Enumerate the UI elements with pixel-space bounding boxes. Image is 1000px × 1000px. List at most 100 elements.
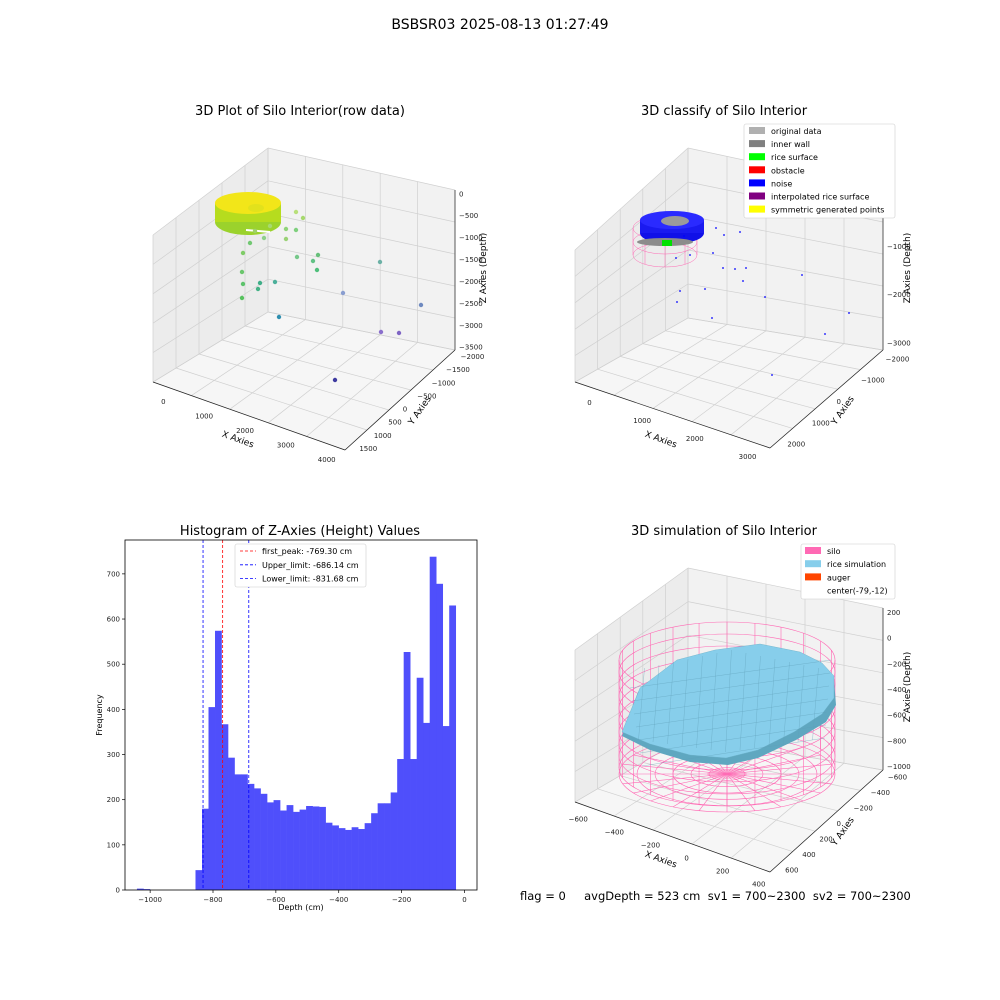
data-point bbox=[293, 227, 299, 233]
data-point bbox=[239, 295, 245, 301]
y-tick-label: 0 bbox=[837, 820, 841, 828]
y-tick-label: 0 bbox=[403, 406, 407, 414]
x-tick-label: −400 bbox=[329, 896, 348, 904]
z-tick-label: −200 bbox=[887, 660, 906, 668]
histogram-bar bbox=[390, 792, 398, 890]
data-point bbox=[239, 269, 245, 275]
figure-title: BSBSR03 2025-08-13 01:27:49 bbox=[391, 17, 609, 33]
panel-title-histogram: Histogram of Z-Axies (Height) Values bbox=[179, 524, 421, 539]
histogram-bar bbox=[221, 724, 229, 890]
noise-point bbox=[723, 234, 725, 236]
x-tick-label: −200 bbox=[392, 896, 411, 904]
legend-swatch bbox=[749, 153, 765, 161]
data-point bbox=[377, 259, 383, 265]
x-tick-label: 0 bbox=[161, 398, 165, 406]
data-point bbox=[240, 281, 246, 287]
histogram-bar bbox=[319, 806, 326, 890]
histogram-bar bbox=[442, 726, 450, 890]
y-axis-label: Y Axies bbox=[829, 394, 857, 427]
y-tick-label: 500 bbox=[107, 661, 120, 669]
histogram-bar bbox=[345, 829, 352, 890]
legend-label: symmetric generated points bbox=[771, 206, 884, 215]
histogram-bar bbox=[215, 630, 222, 890]
x-tick-label: −600 bbox=[569, 816, 588, 824]
data-point bbox=[294, 254, 300, 260]
y-tick-label: 500 bbox=[388, 419, 401, 427]
histogram-bar bbox=[254, 788, 261, 890]
legend-swatch bbox=[749, 127, 765, 134]
noise-point bbox=[711, 317, 713, 319]
legend-swatch bbox=[749, 140, 765, 148]
x-tick-label: 1000 bbox=[633, 417, 651, 425]
y-tick-label: 200 bbox=[819, 835, 832, 843]
data-point bbox=[257, 280, 263, 286]
z-tick-label: −500 bbox=[459, 212, 478, 220]
noise-point bbox=[801, 274, 803, 276]
y-tick-label: −400 bbox=[871, 789, 890, 797]
legend-label: auger bbox=[827, 573, 851, 582]
x-tick-label: −1000 bbox=[138, 896, 162, 904]
data-point bbox=[267, 223, 273, 229]
legend-label: inner wall bbox=[771, 140, 810, 149]
histogram-bar bbox=[397, 759, 404, 890]
x-tick-label: 4000 bbox=[318, 456, 336, 464]
x-tick-label: 2000 bbox=[236, 427, 254, 435]
noise-point bbox=[689, 254, 691, 256]
x-tick-label: −400 bbox=[605, 829, 624, 837]
noise-point bbox=[764, 296, 766, 298]
panel-title-classify: 3D classify of Silo Interior bbox=[640, 104, 808, 119]
data-point bbox=[378, 329, 384, 335]
x-tick-label: 0 bbox=[684, 854, 688, 862]
histogram-bar bbox=[436, 583, 444, 890]
data-point bbox=[283, 226, 289, 232]
classify-3d-scatter: 0100020003000−2000−10000100020000−1000−2… bbox=[574, 123, 913, 461]
noise-point bbox=[745, 267, 747, 269]
y-tick-label: 0 bbox=[116, 887, 120, 895]
y-tick-label: −1000 bbox=[432, 379, 456, 387]
histogram-bar bbox=[260, 793, 268, 890]
y-tick-label: 1000 bbox=[374, 432, 392, 440]
noise-point bbox=[676, 301, 678, 303]
y-tick-label: 1500 bbox=[359, 445, 377, 453]
data-point bbox=[255, 286, 261, 292]
noise-point bbox=[848, 312, 850, 314]
z-tick-label: −1000 bbox=[887, 243, 911, 251]
raw-3d-scatter: 01000200030004000−2000−1500−1000−5000500… bbox=[152, 147, 489, 464]
data-point bbox=[261, 235, 267, 241]
data-point bbox=[276, 314, 282, 320]
z-tick-label: 0 bbox=[459, 190, 463, 198]
y-tick-label: 100 bbox=[107, 841, 120, 849]
classify-legend: original data inner wall rice surface obsta… bbox=[743, 123, 896, 219]
z-axis-label: Z Axies (Depth) bbox=[903, 652, 913, 723]
legend-swatch bbox=[749, 192, 765, 200]
z-axis-label: Z Axies (Depth) bbox=[479, 233, 489, 304]
legend-swatch bbox=[749, 179, 765, 187]
histogram-bar bbox=[325, 822, 333, 890]
z-tick-label: −1000 bbox=[887, 763, 911, 771]
histogram-bar bbox=[416, 677, 424, 890]
y-tick-label: 0 bbox=[837, 398, 841, 406]
legend-label: rice surface bbox=[771, 153, 818, 162]
x-tick-label: 3000 bbox=[739, 453, 757, 461]
noise-point bbox=[675, 257, 677, 259]
y-tick-label: 600 bbox=[785, 866, 798, 874]
z-tick-label: −3000 bbox=[459, 322, 483, 330]
y-tick-label: 700 bbox=[107, 570, 120, 578]
x-tick-label: 0 bbox=[587, 399, 591, 407]
histogram-bar bbox=[423, 722, 430, 890]
x-tick-label: 400 bbox=[752, 880, 765, 888]
noise-point bbox=[742, 280, 744, 282]
y-tick-label: −500 bbox=[417, 392, 436, 400]
histogram-bar bbox=[377, 803, 385, 890]
x-tick-label: 3000 bbox=[277, 441, 295, 449]
data-point bbox=[340, 290, 346, 296]
panel-title-simulation: 3D simulation of Silo Interior bbox=[631, 524, 817, 539]
histogram-bar bbox=[273, 800, 281, 890]
legend-label: Upper_limit: -686.14 cm bbox=[262, 561, 359, 570]
y-tick-label: −200 bbox=[854, 805, 873, 813]
histogram-bar bbox=[202, 808, 209, 890]
data-point bbox=[247, 240, 253, 246]
legend-label: rice simulation bbox=[827, 560, 886, 569]
histogram-bar bbox=[332, 825, 339, 890]
y-tick-label: 600 bbox=[107, 616, 120, 624]
